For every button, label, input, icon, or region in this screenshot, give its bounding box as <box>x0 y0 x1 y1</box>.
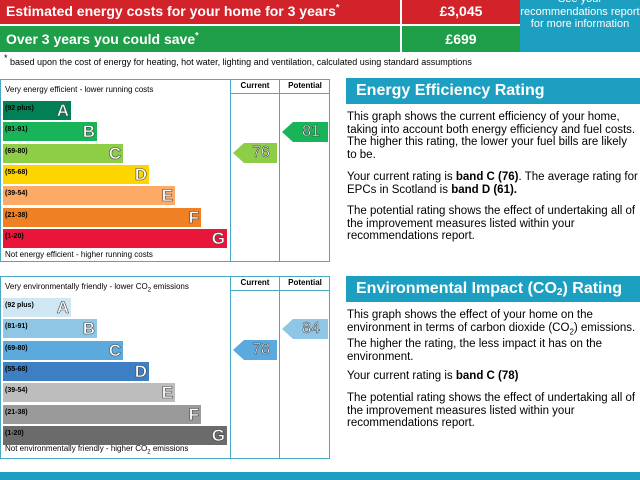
band-g: (1-20) G <box>3 228 227 248</box>
band-c: (69-80) C <box>3 340 123 360</box>
band-letter: A <box>56 101 69 121</box>
energy-efficiency-potential-note: The potential rating shows the effect of… <box>347 205 636 242</box>
potential-column-header: Potential <box>288 278 322 287</box>
environmental-impact-potential-note: The potential rating shows the effect of… <box>347 392 636 429</box>
band-d: (55-68) D <box>3 362 149 381</box>
band-g: (1-20) G <box>3 425 227 445</box>
band-f: (21-38) F <box>3 207 201 227</box>
estimated-costs-label: Estimated energy costs for your home for… <box>0 0 400 24</box>
band-range-label: (92 plus) <box>5 302 34 309</box>
band-range-label: (39-54) <box>5 387 28 395</box>
band-d: (55-68) D <box>3 165 149 184</box>
chart-bottom-caption: Not environmentally friendly - higher CO… <box>5 444 189 456</box>
band-range-label: (81-91) <box>5 126 28 134</box>
band-range-label: (92 plus) <box>5 105 34 112</box>
potential-rating-arrow: 84 <box>282 318 328 339</box>
estimated-costs-value: £3,045 <box>402 0 520 24</box>
band-range-label: (81-91) <box>5 323 28 331</box>
band-letter: B <box>82 319 95 339</box>
band-letter: G <box>211 228 225 248</box>
environmental-impact-chart: Current Potential Very environmentally f… <box>0 276 330 459</box>
band-range-label: (39-54) <box>5 190 28 198</box>
band-a: (92 plus) A <box>3 298 71 317</box>
band-range-label: (21-38) <box>5 408 28 416</box>
environmental-impact-current-rating: Your current rating is band C (78) <box>347 370 519 382</box>
savings-footnote-mark: * <box>195 30 199 41</box>
chart-top-caption: Very environmentally friendly - lower CO… <box>5 282 189 294</box>
band-range-label: (21-38) <box>5 211 28 219</box>
band-range-label: (1-20) <box>5 232 24 240</box>
band-letter: C <box>108 143 121 163</box>
estimated-costs-row: Estimated energy costs for your home for… <box>0 0 520 24</box>
band-letter: D <box>134 361 147 382</box>
current-rating-value: 76 <box>252 144 270 162</box>
current-rating-arrow: 76 <box>233 143 277 164</box>
band-range-label: (1-20) <box>5 429 24 437</box>
band-e: (39-54) E <box>3 383 175 402</box>
band-range-label: (55-68) <box>5 365 28 373</box>
band-range-label: (69-80) <box>5 147 28 155</box>
chart-bottom-caption: Not energy efficient - higher running co… <box>5 250 153 259</box>
cost-footnote: * based upon the cost of energy for heat… <box>4 53 472 68</box>
band-letter: E <box>161 186 173 206</box>
current-column-header: Current <box>240 278 270 287</box>
band-letter: B <box>82 122 95 142</box>
environmental-impact-heading: Environmental Impact (CO2) Rating <box>346 276 640 302</box>
band-range-label: (69-80) <box>5 344 28 352</box>
bottom-banner <box>0 472 640 480</box>
current-rating-value: 78 <box>252 341 270 359</box>
band-letter: F <box>188 404 199 424</box>
estimated-footnote-mark: * <box>335 2 340 13</box>
potential-rating-value: 81 <box>302 122 320 141</box>
current-column-header: Current <box>240 81 270 90</box>
savings-row: Over 3 years you could save* £699 <box>0 26 520 52</box>
energy-efficiency-description: This graph shows the current efficiency … <box>347 111 636 161</box>
current-rating-arrow: 78 <box>233 340 277 361</box>
potential-rating-arrow: 81 <box>282 121 328 142</box>
band-b: (81-91) B <box>3 122 97 142</box>
band-range-label: (55-68) <box>5 168 28 176</box>
band-letter: C <box>108 340 121 360</box>
recommendations-link[interactable]: See your recommendations report for more… <box>520 0 640 52</box>
band-f: (21-38) F <box>3 404 201 424</box>
savings-value: £699 <box>402 26 520 52</box>
band-letter: G <box>211 425 225 445</box>
band-e: (39-54) E <box>3 186 175 205</box>
energy-efficiency-chart: Current Potential Very energy efficient … <box>0 79 330 262</box>
band-b: (81-91) B <box>3 319 97 339</box>
band-c: (69-80) C <box>3 143 123 163</box>
band-letter: A <box>56 298 69 318</box>
environmental-impact-description: This graph shows the effect of your home… <box>347 309 636 363</box>
potential-column-header: Potential <box>288 81 322 90</box>
potential-rating-value: 84 <box>302 319 320 338</box>
energy-efficiency-heading: Energy Efficiency Rating <box>346 78 640 104</box>
band-letter: D <box>134 164 147 185</box>
chart-top-caption: Very energy efficient - lower running co… <box>5 85 154 94</box>
band-a: (92 plus) A <box>3 101 71 120</box>
energy-efficiency-current-rating: Your current rating is band C (76). The … <box>347 171 638 196</box>
band-letter: E <box>161 383 173 403</box>
savings-label: Over 3 years you could save* <box>0 26 400 52</box>
band-letter: F <box>188 207 199 227</box>
